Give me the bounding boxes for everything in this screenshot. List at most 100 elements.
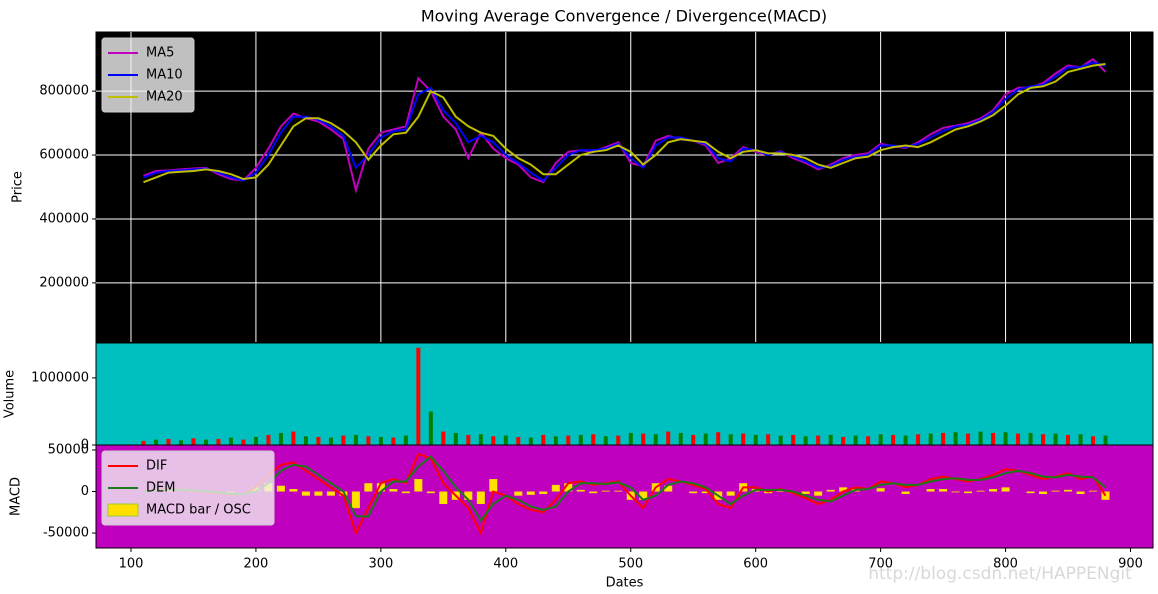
y-tick-label: 400000 xyxy=(39,211,89,226)
bar xyxy=(203,439,208,445)
bar xyxy=(453,432,458,445)
bar xyxy=(314,491,323,496)
bar xyxy=(491,436,496,445)
bar xyxy=(478,434,483,445)
line-series xyxy=(143,455,1107,523)
bar xyxy=(1051,490,1060,492)
bar xyxy=(241,439,246,445)
bar xyxy=(641,433,646,445)
bar xyxy=(991,432,996,445)
bar xyxy=(728,434,733,445)
bar xyxy=(614,490,623,492)
bar xyxy=(901,491,910,495)
bar xyxy=(866,436,871,445)
bar xyxy=(601,490,610,492)
bar xyxy=(1053,433,1058,445)
bar xyxy=(703,433,708,445)
legend-box xyxy=(101,450,275,526)
bar xyxy=(1003,432,1008,445)
bar xyxy=(589,491,598,494)
bar xyxy=(403,435,408,445)
bar xyxy=(353,434,358,445)
bar xyxy=(853,435,858,445)
y-tick-label: 800000 xyxy=(39,84,89,99)
x-tick-label: 900 xyxy=(1118,557,1143,572)
bar xyxy=(1026,491,1035,494)
bar xyxy=(926,489,935,492)
bar xyxy=(778,435,783,445)
bar xyxy=(951,491,960,493)
y-axis-label: Price xyxy=(11,171,26,203)
bar xyxy=(526,491,535,495)
bar xyxy=(816,435,821,445)
y-tick-label: 50000 xyxy=(48,442,89,457)
bar xyxy=(841,436,846,445)
bar xyxy=(814,491,823,496)
legend-label: MA20 xyxy=(146,90,183,105)
bar xyxy=(553,436,558,445)
bar xyxy=(564,483,573,492)
bar xyxy=(166,438,171,445)
bar xyxy=(989,489,998,492)
legend-label: DIF xyxy=(146,459,167,474)
legend-swatch xyxy=(107,503,139,517)
bar xyxy=(528,437,533,445)
bar xyxy=(301,491,310,496)
bar xyxy=(966,433,971,445)
bar xyxy=(328,437,333,445)
bar xyxy=(414,479,423,492)
bar xyxy=(628,432,633,445)
bar xyxy=(591,434,596,445)
bar xyxy=(726,491,735,496)
legend-box xyxy=(101,37,195,113)
bar xyxy=(928,433,933,445)
bar xyxy=(303,436,308,445)
bar xyxy=(576,489,585,492)
bar xyxy=(516,436,521,445)
bar xyxy=(141,440,146,445)
y-tick-label: 200000 xyxy=(39,275,89,290)
legend-label: MA10 xyxy=(146,68,183,83)
chart-title: Moving Average Convergence / Divergence(… xyxy=(421,7,827,26)
bar xyxy=(466,434,471,445)
bar xyxy=(666,431,671,445)
watermark: http://blog.csdn.net/HAPPENgit xyxy=(868,564,1132,584)
bar xyxy=(801,491,810,495)
bar xyxy=(876,488,885,492)
bar xyxy=(428,411,433,445)
bar xyxy=(551,484,560,492)
legend-label: MA5 xyxy=(146,46,174,61)
bar xyxy=(253,436,258,445)
bar xyxy=(216,438,221,445)
plot-background xyxy=(95,342,1154,446)
bar xyxy=(1089,490,1098,492)
bar xyxy=(916,434,921,445)
bar xyxy=(364,483,373,492)
bar xyxy=(266,434,271,445)
bar xyxy=(839,487,848,492)
bar xyxy=(278,432,283,445)
legend-label: DEM xyxy=(146,481,175,496)
line-series xyxy=(143,63,1106,184)
bar xyxy=(1064,489,1073,492)
bar xyxy=(539,491,548,495)
bar xyxy=(639,491,648,500)
bar xyxy=(1066,434,1071,445)
bar xyxy=(1041,434,1046,445)
bar xyxy=(178,440,183,445)
bar xyxy=(389,489,398,492)
bar xyxy=(426,491,435,494)
bar xyxy=(276,485,285,492)
bar xyxy=(441,431,446,445)
bar xyxy=(316,436,321,445)
bar xyxy=(153,439,158,445)
bar xyxy=(1078,434,1083,445)
bar xyxy=(616,435,621,445)
y-tick-label: 0 xyxy=(81,438,89,453)
bar xyxy=(376,483,385,492)
x-tick-label: 200 xyxy=(244,557,269,572)
y-tick-label: -50000 xyxy=(43,526,89,541)
bar xyxy=(503,435,508,445)
bar xyxy=(941,432,946,445)
